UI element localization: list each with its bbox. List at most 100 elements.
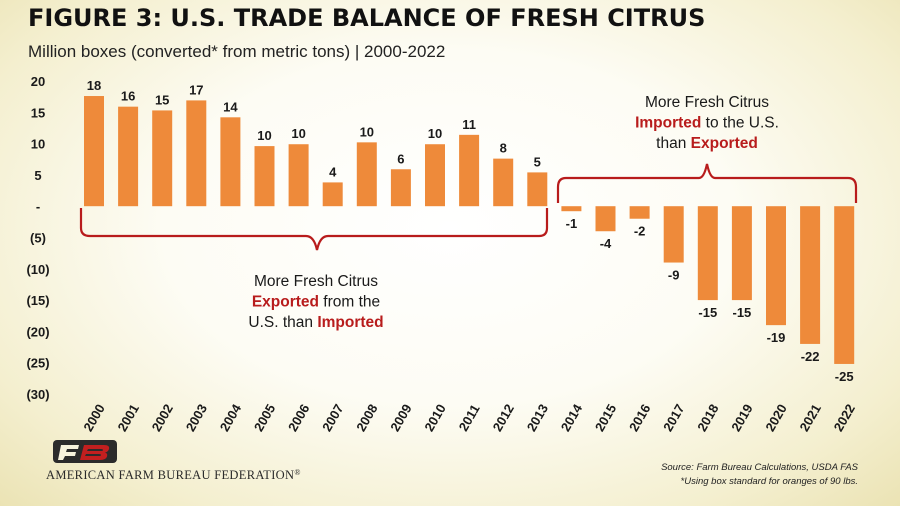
x-tick-2015: 2015 (592, 401, 619, 434)
annotation-imported-text: Imported (635, 115, 701, 132)
bar-2019 (732, 206, 752, 300)
bar-2010 (425, 144, 445, 206)
bar-2020 (766, 206, 786, 325)
x-tick-2002: 2002 (149, 401, 176, 434)
data-label-2019: -15 (733, 305, 752, 320)
x-tick-2013: 2013 (524, 401, 551, 434)
data-label-2002: 15 (155, 92, 169, 107)
annotation-exported-text: U.S. than (248, 314, 317, 331)
x-tick-2007: 2007 (319, 401, 346, 434)
x-tick-2003: 2003 (183, 401, 210, 434)
exported-brace (81, 208, 547, 250)
y-tick-label: (15) (26, 293, 49, 308)
y-tick-label: (30) (26, 387, 49, 402)
data-label-2016: -2 (634, 224, 646, 239)
bar-2017 (664, 206, 684, 262)
y-tick-label: 20 (31, 74, 45, 89)
bar-2021 (800, 206, 820, 344)
bar-2003 (186, 100, 206, 206)
x-tick-2020: 2020 (762, 401, 789, 434)
bar-2001 (118, 107, 138, 207)
annotation-imported: More Fresh Citrus Imported to the U.S. tha… (635, 94, 779, 152)
x-tick-2000: 2000 (80, 401, 107, 434)
annotation-imported-text: than (656, 135, 690, 152)
bar-2013 (527, 172, 547, 206)
data-label-2022: -25 (835, 369, 854, 384)
bar-2012 (493, 159, 513, 207)
data-label-2018: -15 (698, 305, 717, 320)
x-tick-2006: 2006 (285, 401, 312, 434)
data-label-2021: -22 (801, 349, 820, 364)
trade-balance-chart: 2015105-(5)(10)(15)(20)(25)(30) 1816 1517… (0, 0, 900, 506)
x-axis: 2000 2001 2002 2003 2004 2005 2006 2007 2008 2009… (80, 401, 858, 434)
annotation-exported-text: from the (319, 294, 380, 311)
data-label-2001: 16 (121, 89, 135, 104)
data-label-2000: 18 (87, 78, 101, 93)
x-tick-2014: 2014 (558, 401, 586, 434)
annotation-exported-text: More Fresh Citrus (254, 273, 378, 290)
afbf-logo: AMERICAN FARM BUREAU FEDERATION® (46, 440, 326, 490)
x-tick-2001: 2001 (114, 401, 141, 434)
data-label-2015: -4 (600, 236, 612, 251)
y-tick-label: - (36, 199, 40, 214)
data-label-2006: 10 (291, 126, 305, 141)
annotation-exported: More Fresh Citrus Exported from the U.S. t… (248, 273, 383, 331)
bar-2015 (596, 206, 616, 231)
x-tick-2004: 2004 (217, 401, 245, 434)
data-label-2004: 14 (223, 99, 238, 114)
imported-brace (558, 164, 856, 203)
bar-2002 (152, 110, 172, 206)
data-label-2005: 10 (257, 128, 271, 143)
footnote-line: *Using box standard for oranges of 90 lb… (661, 475, 858, 489)
data-label-2003: 17 (189, 82, 203, 97)
bar-2009 (391, 169, 411, 206)
annotation-imported-text: More Fresh Citrus (645, 94, 769, 111)
y-tick-label: 10 (31, 137, 45, 152)
x-tick-2017: 2017 (660, 401, 687, 434)
data-label-2020: -19 (767, 330, 786, 345)
bar-2014 (561, 206, 581, 211)
bar-2004 (220, 117, 240, 206)
x-tick-2005: 2005 (251, 401, 278, 434)
organization-name: AMERICAN FARM BUREAU FEDERATION® (46, 468, 301, 483)
bar-2008 (357, 142, 377, 206)
x-tick-2021: 2021 (796, 401, 823, 434)
annotation-exported-text: Imported (317, 314, 383, 331)
data-label-2007: 4 (329, 164, 337, 179)
bar-2000 (84, 96, 104, 206)
bar-2022 (834, 206, 854, 364)
bar-2016 (630, 206, 650, 219)
source-note: Source: Farm Bureau Calculations, USDA F… (661, 461, 858, 489)
data-label-2010: 10 (428, 126, 442, 141)
y-tick-label: (20) (26, 324, 49, 339)
data-label-2014: -1 (566, 216, 578, 231)
bar-2005 (255, 146, 275, 206)
bar-2011 (459, 135, 479, 206)
x-tick-2009: 2009 (387, 401, 414, 434)
bar-2018 (698, 206, 718, 300)
x-tick-2018: 2018 (694, 401, 721, 434)
x-tick-2010: 2010 (421, 401, 448, 434)
y-axis: 20 15 10 5 - (5) (10) (15) (20) (25) (30) (26, 74, 49, 402)
y-tick-label: 5 (34, 168, 41, 183)
data-label-2012: 8 (500, 141, 507, 156)
x-tick-2008: 2008 (353, 401, 380, 434)
x-tick-2022: 2022 (831, 401, 858, 434)
x-tick-2016: 2016 (626, 401, 653, 434)
y-tick-label: 15 (31, 105, 45, 120)
data-label-2017: -9 (668, 268, 680, 283)
farm-bureau-logo-icon (51, 438, 121, 466)
x-tick-2012: 2012 (490, 401, 517, 434)
bar-2006 (289, 144, 309, 206)
data-label-2011: 11 (462, 117, 476, 132)
annotation-exported-text: Exported (252, 294, 319, 311)
x-tick-2011: 2011 (456, 402, 483, 434)
y-tick-label: (10) (26, 262, 49, 277)
data-label-2013: 5 (534, 154, 541, 169)
y-tick-label: (5) (30, 231, 46, 246)
annotation-imported-text: Exported (691, 135, 758, 152)
x-tick-2019: 2019 (728, 401, 755, 434)
source-line: Source: Farm Bureau Calculations, USDA F… (661, 461, 858, 475)
bar-2007 (323, 182, 343, 206)
data-label-2009: 6 (397, 151, 404, 166)
